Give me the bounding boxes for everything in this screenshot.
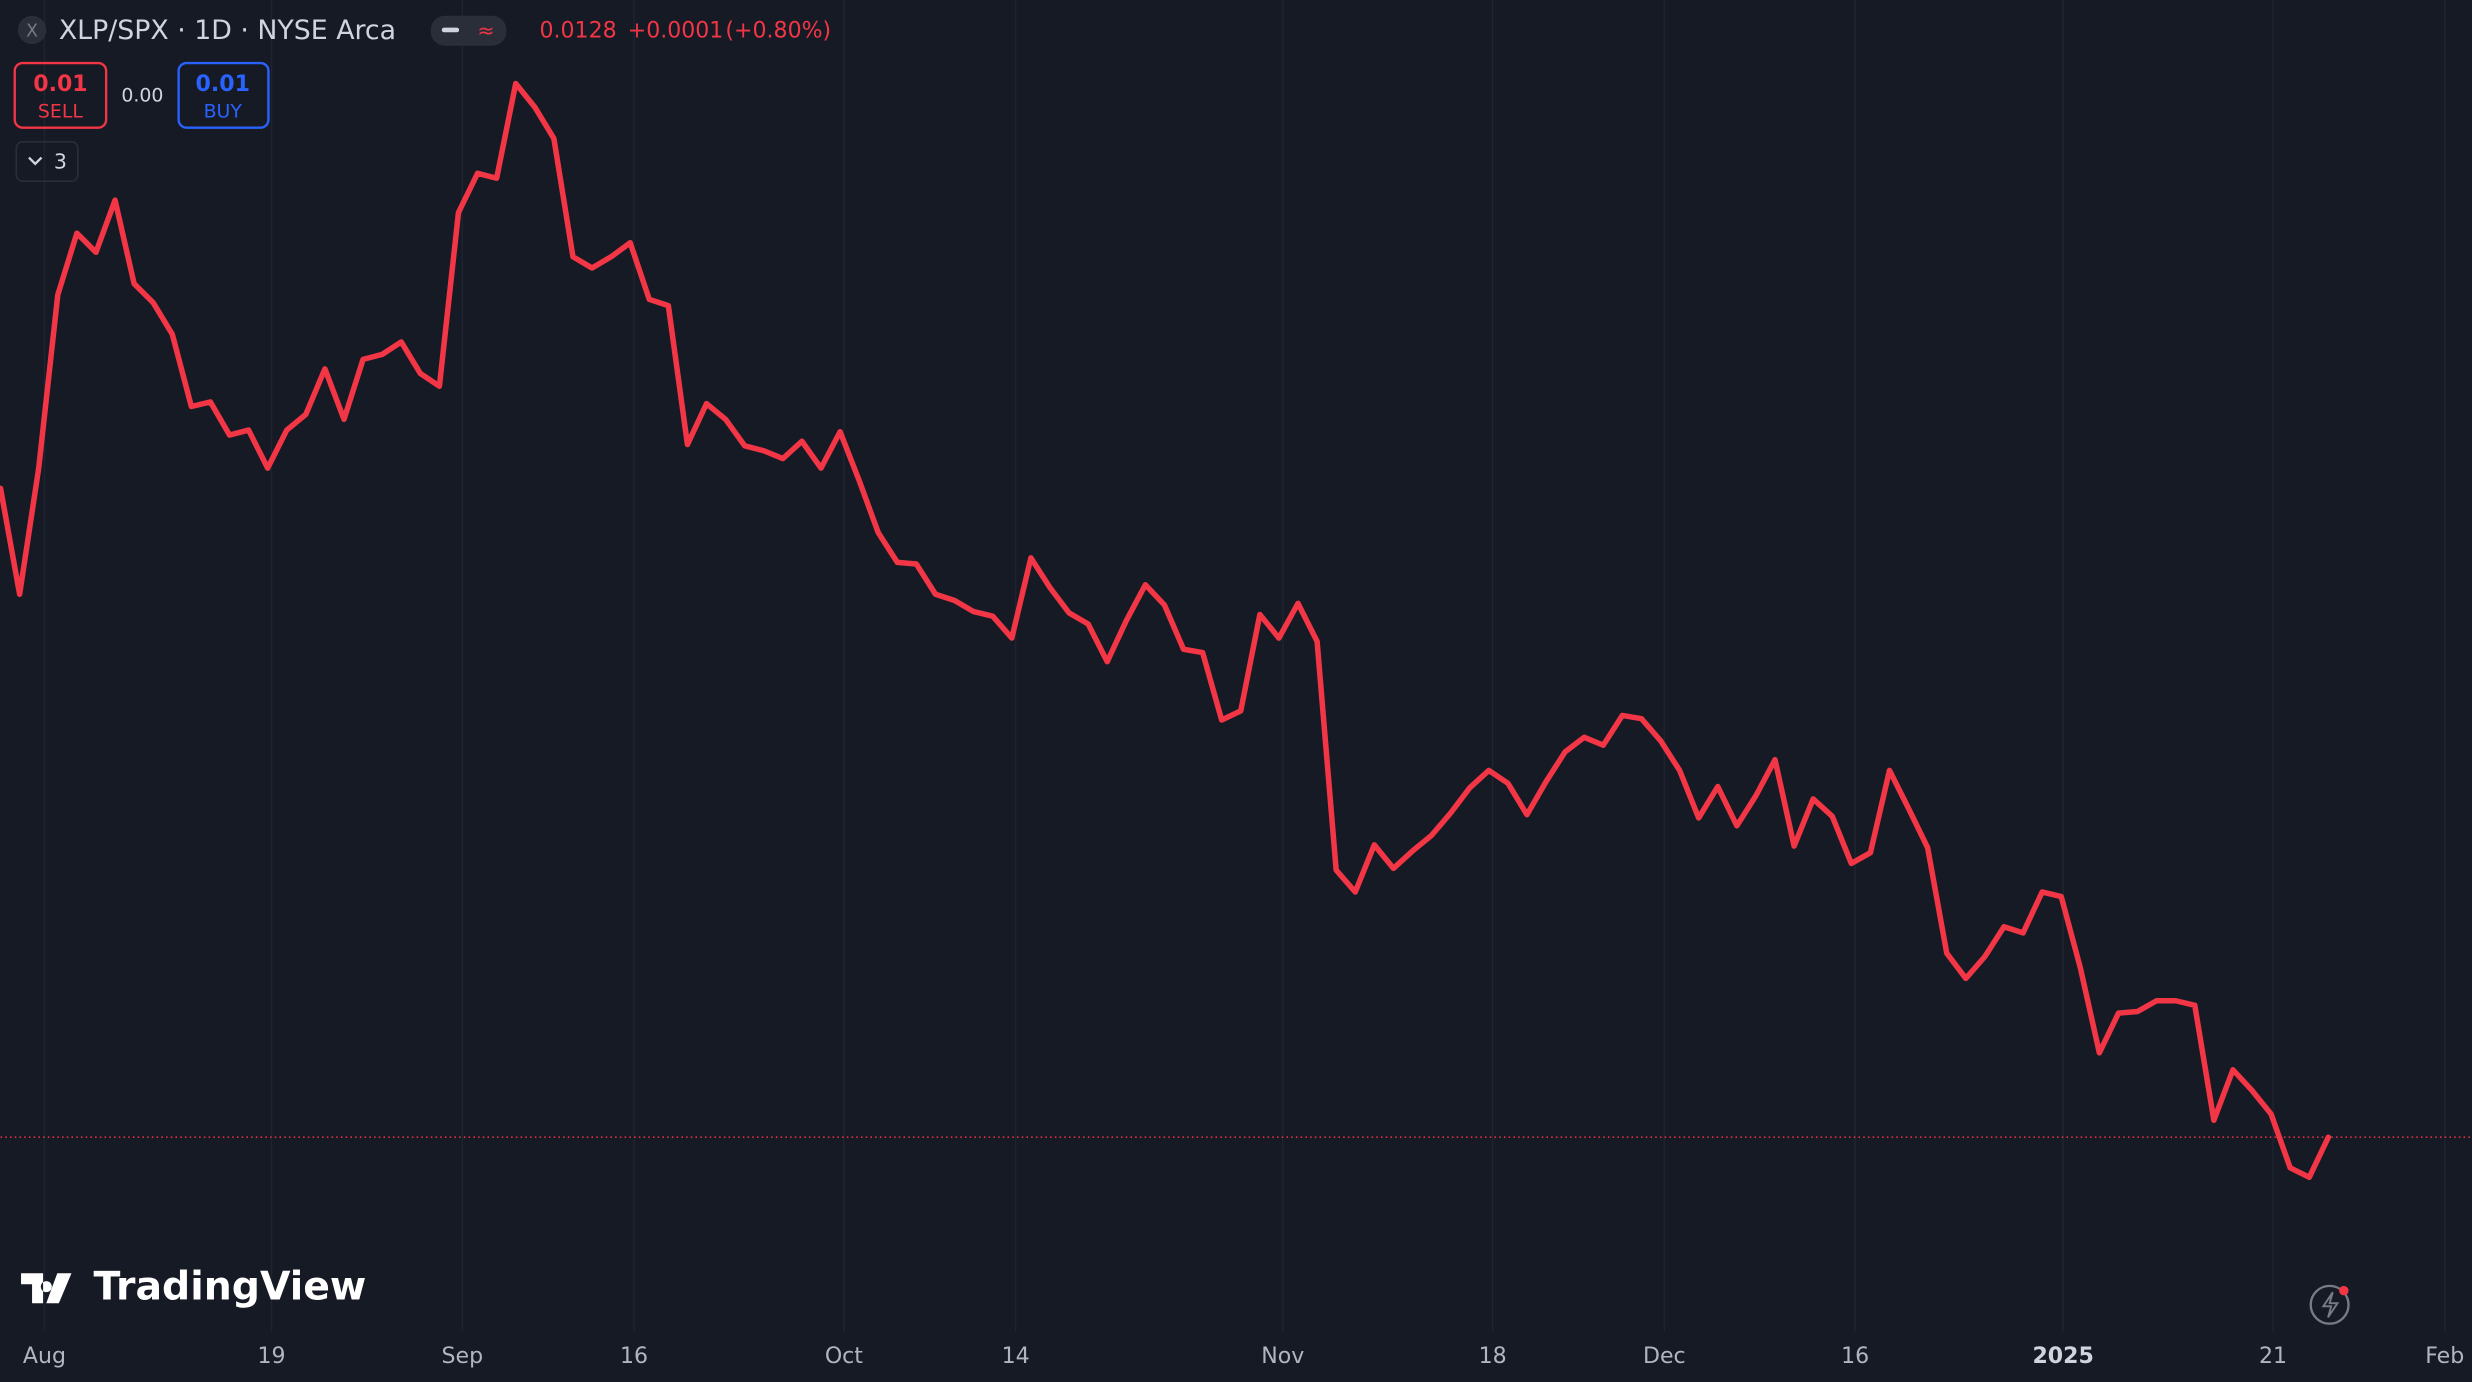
x-tick-label: Oct — [825, 1344, 863, 1369]
x-tick-label: 21 — [2259, 1344, 2287, 1369]
price-line — [0, 80, 2332, 1181]
chevron — [28, 156, 43, 166]
toggle-icon — [441, 27, 460, 33]
close-button[interactable] — [17, 15, 47, 45]
sell-price: 0.01 — [33, 72, 87, 97]
buy-price: 0.01 — [196, 72, 250, 97]
toggle-icon: ≈ — [477, 19, 494, 43]
x-tick-label: 2025 — [2032, 1344, 2093, 1369]
spread: 0.00 — [121, 85, 163, 107]
x-tick-label: Sep — [442, 1344, 484, 1369]
notification-dot — [2339, 1285, 2349, 1296]
buy-button[interactable] — [177, 61, 270, 129]
indicators-toggle[interactable] — [15, 141, 79, 183]
watermark-text: TradingView — [94, 1264, 367, 1310]
grid — [43, 0, 2446, 1332]
change-pct: (+0.80%) — [725, 19, 831, 44]
toggle[interactable] — [430, 15, 507, 46]
sell-label: SELL — [38, 100, 83, 122]
x-tick-label: 16 — [1841, 1344, 1869, 1369]
x-tick-label: Dec — [1643, 1344, 1686, 1369]
x-tick-label: 19 — [257, 1344, 285, 1369]
logo — [21, 1273, 72, 1304]
price: 0.0128 — [539, 19, 616, 44]
close-icon: X — [26, 22, 38, 42]
x-tick-label: Nov — [1261, 1344, 1304, 1369]
watermark: TradingView — [21, 1264, 366, 1310]
x-tick-label: Feb — [2425, 1344, 2464, 1369]
lightning-icon — [2321, 1291, 2340, 1318]
x-tick-label: 16 — [620, 1344, 648, 1369]
plot — [0, 80, 2472, 1181]
symbol: XLP/SPX · 1D · NYSE Arca — [59, 15, 396, 46]
indicators-count: 3 — [54, 149, 67, 173]
change: +0.0001 — [628, 19, 724, 44]
x-tick-label: 18 — [1479, 1344, 1507, 1369]
legend: X XLP/SPX · 1D · NYSE Arca ≈ 0.0128 +0.0… — [13, 15, 831, 183]
lightning-button[interactable] — [2309, 1284, 2350, 1325]
buy-label: BUY — [204, 100, 243, 122]
x-tick-label: 14 — [1002, 1344, 1030, 1369]
x-tick-label: Aug — [23, 1344, 66, 1369]
sell-button[interactable] — [13, 61, 108, 129]
